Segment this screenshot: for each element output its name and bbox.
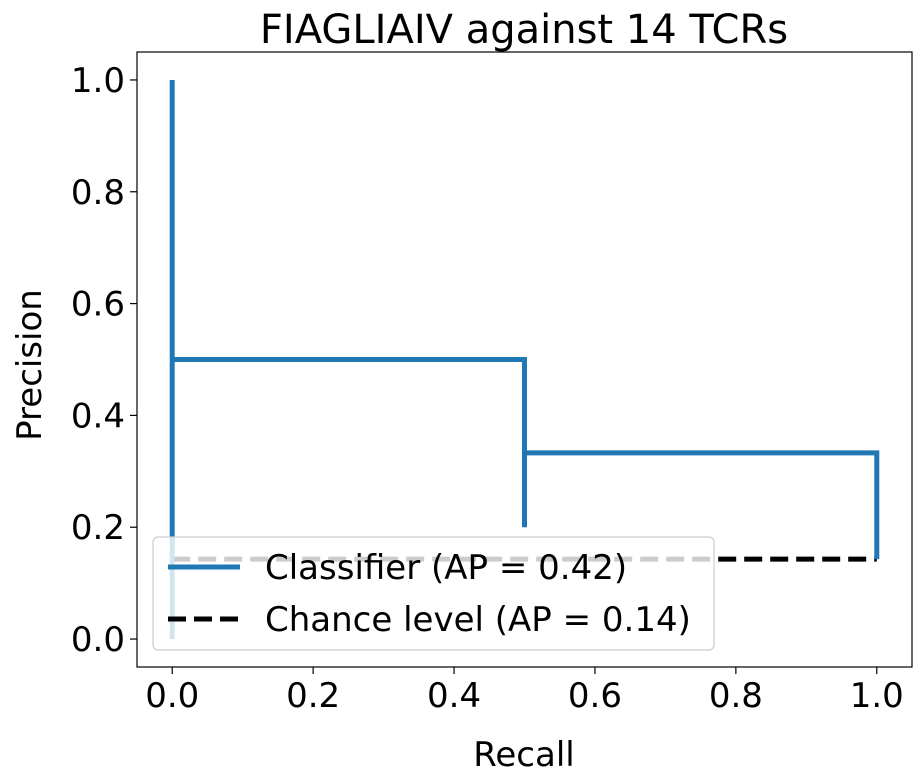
legend-label-1: Classifier (AP = 0.42) [265,548,627,588]
legend-box [152,536,715,651]
y-tick-label: 0.4 [71,396,125,436]
y-tick-label: 0.0 [71,620,125,660]
x-axis-label: Recall [473,735,574,775]
y-tick-label: 0.2 [71,508,125,548]
x-tick-label: 0.2 [286,676,340,716]
legend-label-2: Chance level (AP = 0.14) [265,600,691,640]
chart-title: FIAGLIAIV against 14 TCRs [260,7,788,53]
y-tick-label: 0.8 [71,173,125,213]
x-tick-label: 0.6 [568,676,622,716]
x-tick-label: 0.4 [427,676,481,716]
x-tick-label: 0.8 [709,676,763,716]
y-tick-label: 0.6 [71,285,125,325]
plot-frame [136,51,913,668]
x-tick-label: 1.0 [850,676,904,716]
x-tick-label: 0.0 [145,676,199,716]
legend: Classifier (AP = 0.42) Chance level (AP =… [152,536,715,651]
axes-ticks: 0.0 0.2 0.4 0.6 0.8 1.0 0.0 0.2 0.4 0.6 0.8 1.0 [71,61,904,716]
y-tick-label: 1.0 [71,61,125,101]
y-axis-label: Precision [10,289,50,441]
